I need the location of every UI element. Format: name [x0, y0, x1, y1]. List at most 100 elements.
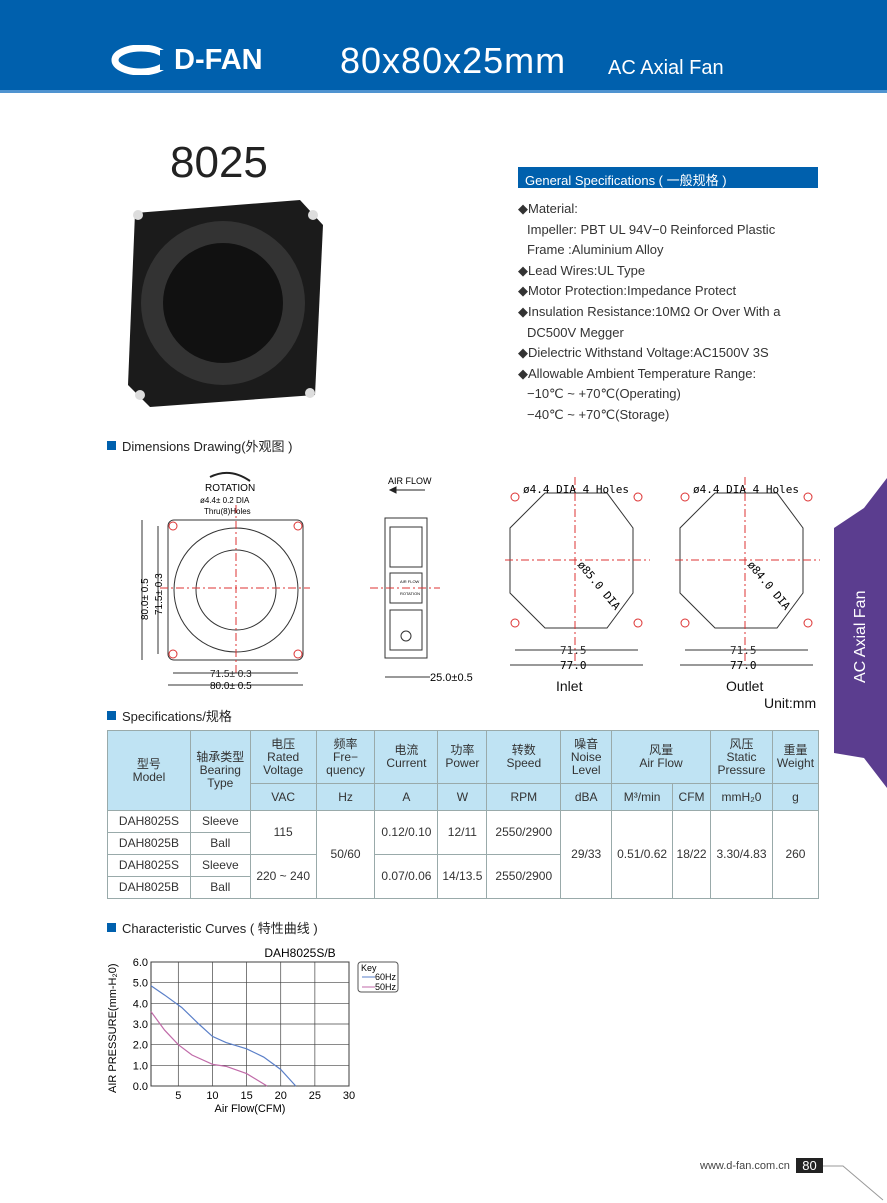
column-header: 频率 Fre− quency	[315, 730, 376, 784]
spec-line: −10℃ ~ +70℃(Operating)	[527, 386, 681, 402]
cell-weight: 260	[771, 810, 820, 899]
airflow-label: AIR FLOW	[388, 476, 432, 486]
characteristic-curve-chart: 5 10 15 20 25 30 0.0 1.0 2.0 3.0 4.0 5.0 6.0 DAH8025S…	[107, 946, 399, 1115]
cell-voltage: 220 ~ 240	[249, 854, 317, 899]
side-rotation-tag: ROTATION	[400, 591, 420, 596]
width-outer-label: 80.0± 0.5	[210, 681, 252, 692]
column-header: 轴承类型 Bearing Type	[189, 730, 251, 811]
cell-bearing: Sleeve	[189, 854, 251, 877]
cell-current: 0.07/0.06	[374, 854, 439, 899]
cell-power: 14/13.5	[437, 854, 488, 899]
model-number: 8025	[170, 138, 268, 187]
table-row: DAH8025B Ball	[107, 832, 819, 855]
unit-header: g	[771, 783, 820, 811]
brand-logo: D-FAN	[108, 40, 278, 80]
brand-name: D-FAN	[174, 43, 263, 76]
holes-label: ø4.4± 0.2 DIA	[200, 496, 250, 505]
series-line-50Hz	[150, 1011, 268, 1087]
column-header: 转数 Speed	[486, 730, 562, 784]
bullet-square-icon	[107, 711, 116, 720]
column-header: 型号 Model	[107, 730, 191, 811]
page-number: 80	[796, 1158, 823, 1173]
spec-line: ◆Insulation Resistance:10MΩ Or Over With…	[518, 304, 781, 319]
spec-line: ◆Motor Protection:Impedance Protect	[518, 283, 737, 299]
crosshair-icon	[400, 630, 412, 642]
legend-box	[357, 961, 399, 993]
inlet-drawing: ø4.4 DIA 4 Holes 71.5 77.0 ø85.0 DIA	[505, 477, 650, 672]
unit-label: Unit:mm	[764, 695, 816, 710]
cell-pressure: 3.30/4.83	[710, 810, 773, 899]
cell-frequency: 50/60	[315, 810, 376, 899]
depth-label: 25.0±0.5	[430, 672, 473, 684]
outlet-caption: Outlet	[726, 678, 763, 694]
height-outer-label: 80.0± 0.5	[140, 578, 151, 620]
legend-entry: 50Hz	[375, 982, 397, 992]
dimensions-drawing: ROTATION ø4.4± 0.2 DIA Thru(8)Holes 80.0…	[140, 471, 820, 710]
outlet-dia-label: ø84.0 DIA	[745, 559, 794, 613]
rotation-label: ROTATION	[205, 483, 255, 494]
chart-title: DAH8025S/B	[264, 946, 335, 960]
x-axis-label: Air Flow(CFM)	[215, 1103, 286, 1115]
legend-title: Key	[361, 963, 377, 973]
height-inner-label: 71.5± 0.3	[154, 573, 165, 615]
cell-voltage: 115	[249, 810, 317, 855]
cell-power: 12/11	[437, 810, 488, 855]
inlet-dia-label: ø85.0 DIA	[575, 559, 624, 613]
spec-line: DC500V Megger	[527, 324, 624, 340]
cell-speed: 2550/2900	[486, 854, 562, 899]
dimensions-section-title: Dimensions Drawing(外观图 )	[107, 436, 292, 455]
width-inner-label: 71.5± 0.3	[210, 669, 252, 680]
cell-bearing: Ball	[189, 876, 251, 899]
cell-airflow-m3: 0.51/0.62	[611, 810, 674, 899]
spec-line: −40℃ ~ +70℃(Storage)	[527, 407, 670, 422]
y-tick-label: 5.0	[133, 978, 148, 990]
thru-label: Thru(8)Holes	[204, 507, 251, 516]
general-specs-title: General Specifications ( 一般规格 )	[518, 167, 818, 188]
inlet-outer-label: 77.0	[560, 659, 587, 672]
spec-line: ◆Lead Wires:UL Type	[518, 262, 646, 278]
y-tick-label: 4.0	[133, 998, 148, 1010]
header-dimensions: 80x80x25mm	[340, 40, 567, 81]
airflow-arrow-icon	[388, 486, 425, 494]
footer-website[interactable]: www.d-fan.com.cn	[700, 1160, 790, 1172]
x-tick-label: 15	[240, 1090, 252, 1102]
y-axis-label: AIR PRESSURE(mm-H₂0)	[107, 963, 119, 1093]
series-line-60Hz	[150, 985, 297, 1087]
cell-model: DAH8025B	[107, 832, 191, 855]
column-header: 噪音 Noise Level	[560, 730, 613, 784]
swoosh-logo-icon	[111, 45, 170, 75]
spec-line: Impeller: PBT UL 94V−0 Reinforced Plasti…	[527, 221, 776, 237]
table-row: DAH8025S Sleeve 220 ~ 240 0.07/0.06 14/13…	[107, 854, 819, 899]
fan-photo	[128, 200, 323, 407]
unit-header: dBA	[560, 783, 613, 811]
side-airflow-tag: AIR FLOW	[400, 579, 420, 584]
column-header: 电流 Current	[374, 730, 439, 784]
cell-bearing: Ball	[189, 832, 251, 855]
cell-model: DAH8025S	[107, 810, 191, 833]
y-tick-label: 3.0	[133, 1019, 148, 1031]
unit-header: CFM	[672, 783, 712, 811]
y-tick-label: 6.0	[133, 957, 148, 969]
x-tick-label: 30	[343, 1090, 355, 1102]
inlet-inner-label: 71.5	[560, 644, 587, 657]
inlet-holes-label: ø4.4 DIA 4 Holes	[523, 483, 629, 496]
spec-line: ◆Allowable Ambient Temperature Range:	[518, 365, 757, 381]
unit-header: A	[374, 783, 439, 811]
outlet-holes-label: ø4.4 DIA 4 Holes	[693, 483, 799, 496]
unit-header: M³/min	[611, 783, 674, 811]
header-fan-type: AC Axial Fan	[608, 57, 724, 79]
unit-header: RPM	[486, 783, 562, 811]
cell-speed: 2550/2900	[486, 810, 562, 855]
spec-line: ◆Dielectric Withstand Voltage:AC1500V 3S	[518, 345, 769, 361]
x-tick-label: 5	[175, 1090, 181, 1102]
table-row: DAH8025B Ball	[107, 876, 819, 899]
footer-corner-line	[823, 1165, 884, 1201]
side-tab: AC Axial Fan	[834, 478, 887, 788]
unit-header: VAC	[249, 783, 317, 811]
cell-model: DAH8025B	[107, 876, 191, 899]
specifications-section-title: Specifications/规格	[107, 706, 232, 725]
cell-model: DAH8025S	[107, 854, 191, 877]
unit-header: W	[437, 783, 488, 811]
inlet-caption: Inlet	[556, 678, 583, 694]
unit-header: mmH₂0	[710, 783, 773, 811]
